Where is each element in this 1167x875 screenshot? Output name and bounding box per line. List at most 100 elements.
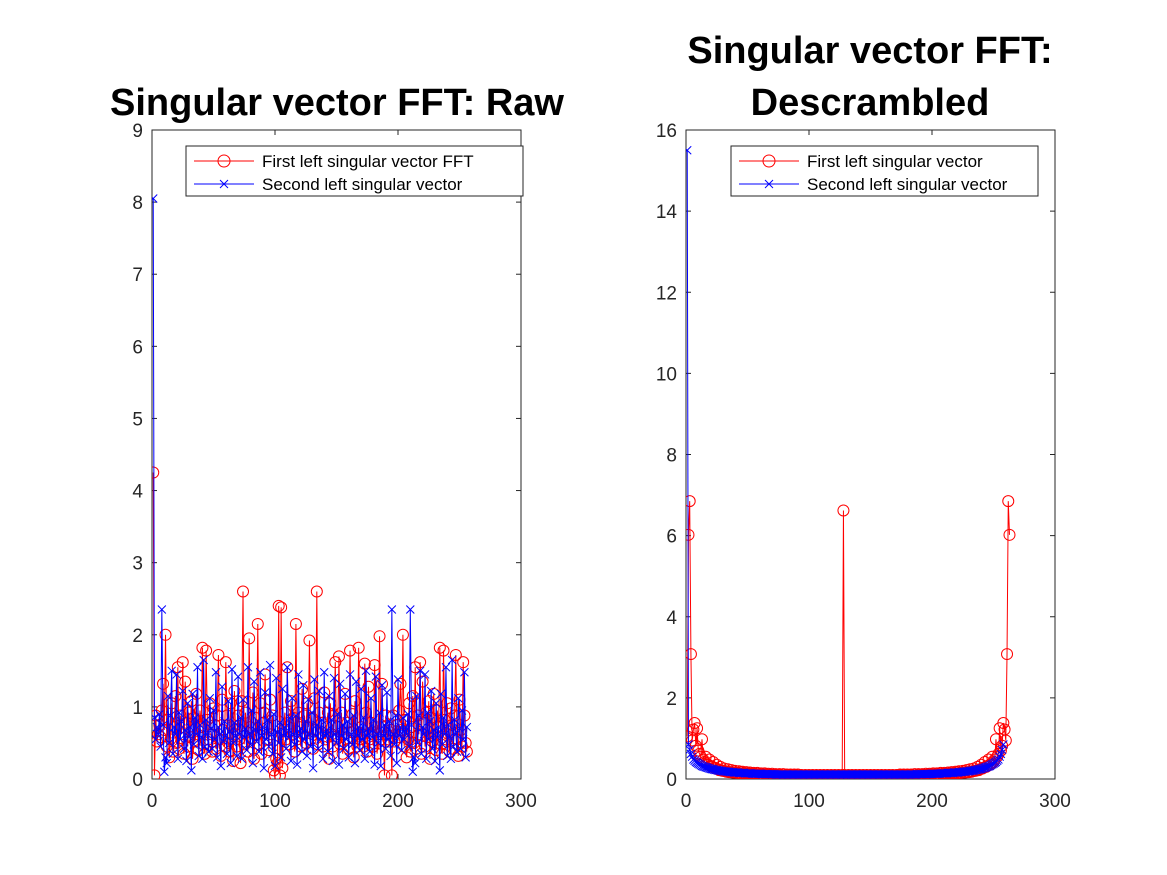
- data-point-stroke: [184, 732, 194, 742]
- data-point-stroke: [410, 758, 420, 768]
- data-point-stroke: [225, 727, 234, 736]
- data-point-stroke: [430, 756, 440, 766]
- data-point: [1002, 495, 1015, 508]
- data-point-stroke: [228, 738, 238, 748]
- data-point-stroke: [442, 751, 452, 761]
- x-tick-label: 100: [259, 791, 291, 812]
- chart-descrambled: Singular vector FFT: Descrambled 0 100 200…: [656, 30, 1071, 812]
- data-point: [307, 708, 317, 718]
- data-point: [178, 686, 188, 696]
- data-point: [368, 659, 381, 672]
- data-point: [364, 724, 373, 733]
- data-point: [175, 734, 185, 744]
- data-point-stroke: [189, 740, 199, 749]
- data-point: [377, 680, 387, 690]
- data-point-stroke: [399, 734, 409, 744]
- data-point-stroke: [200, 742, 210, 751]
- data-point-stroke: [349, 711, 359, 720]
- data-point-stroke: [971, 765, 981, 775]
- data-point: [190, 713, 200, 723]
- data-point: [233, 672, 243, 681]
- data-point: [152, 466, 160, 479]
- data-point: [266, 709, 279, 722]
- data-point: [158, 720, 168, 730]
- data-point: [271, 673, 281, 683]
- data-point: [202, 729, 212, 739]
- data-point: [360, 754, 370, 764]
- data-point: [159, 767, 169, 777]
- data-point-stroke: [431, 698, 441, 708]
- data-point: [306, 742, 316, 751]
- data-point: [255, 667, 265, 677]
- data-point-stroke: [271, 673, 281, 683]
- data-point-stroke: [401, 722, 410, 732]
- data-point: [179, 675, 192, 688]
- data-point-stroke: [445, 732, 455, 742]
- data-point: [389, 740, 399, 749]
- data-point-stroke: [244, 729, 254, 739]
- data-point: [212, 753, 222, 762]
- data-point: [348, 740, 357, 749]
- data-point-stroke: [226, 758, 236, 768]
- data-point-stroke: [162, 758, 172, 768]
- data-point: [398, 713, 408, 723]
- data-point-stroke: [152, 194, 158, 201]
- data-point: [357, 734, 367, 744]
- data-point-stroke: [339, 744, 349, 754]
- data-point-stroke: [700, 762, 709, 772]
- data-point: [373, 738, 383, 748]
- data-point: [223, 696, 233, 706]
- data-point: [340, 689, 350, 699]
- data-point: [453, 693, 463, 703]
- y-tick-label: 12: [656, 283, 677, 304]
- data-point: [412, 691, 421, 701]
- data-point-stroke: [233, 672, 243, 681]
- data-point-stroke: [241, 724, 250, 733]
- data-point-stroke: [257, 731, 266, 741]
- data-point: [204, 747, 213, 756]
- y-tick-label: 2: [132, 626, 143, 647]
- data-point-stroke: [439, 713, 448, 723]
- data-point-stroke: [351, 677, 361, 687]
- data-point: [194, 751, 204, 761]
- data-point: [273, 769, 286, 779]
- data-point-stroke: [282, 662, 292, 672]
- data-point-stroke: [306, 742, 316, 751]
- data-point-stroke: [188, 689, 197, 699]
- data-point: [275, 601, 288, 614]
- data-point-stroke: [268, 749, 277, 759]
- data-point: [219, 656, 232, 669]
- data-point: [350, 758, 360, 768]
- data-point: [688, 717, 701, 730]
- data-point: [460, 745, 473, 758]
- data-point-stroke: [158, 720, 168, 730]
- data-point: [243, 632, 256, 645]
- data-point: [173, 754, 183, 764]
- legend-marker: [762, 154, 776, 168]
- data-point-stroke: [156, 742, 165, 751]
- series-line: [152, 198, 468, 772]
- data-point-stroke: [238, 695, 248, 705]
- data-point: [457, 706, 467, 715]
- data-point-stroke: [173, 754, 183, 764]
- data-point: [392, 758, 402, 768]
- data-point: [333, 709, 343, 719]
- data-point: [385, 769, 398, 779]
- data-point: [186, 752, 199, 765]
- y-tick-label: 9: [132, 121, 143, 142]
- data-point-stroke: [204, 747, 213, 756]
- data-point-stroke: [998, 740, 1008, 749]
- data-point: [367, 740, 380, 753]
- data-point-stroke: [412, 691, 421, 701]
- series-1: [686, 145, 1008, 779]
- data-point: [1003, 528, 1016, 541]
- data-point: [179, 744, 189, 754]
- data-point: [361, 666, 371, 676]
- data-point: [1001, 648, 1014, 661]
- data-point: [322, 725, 332, 735]
- data-point: [695, 733, 708, 746]
- data-point-stroke: [296, 724, 306, 733]
- data-point: [193, 704, 206, 717]
- data-point: [180, 725, 190, 735]
